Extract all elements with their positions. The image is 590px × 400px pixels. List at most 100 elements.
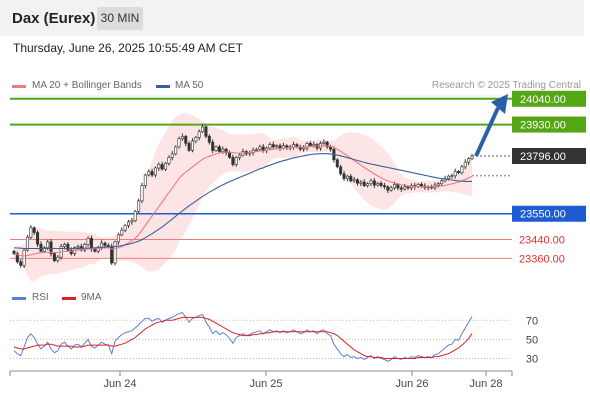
resistance-level-tag: [512, 90, 586, 107]
candle-body: [66, 243, 70, 251]
candle-body: [49, 241, 53, 254]
candle-body: [419, 184, 423, 187]
ma50-line: [13, 153, 472, 250]
candle-body: [56, 256, 60, 261]
candle-body: [143, 174, 147, 186]
candle-body: [312, 144, 316, 146]
x-axis-label: Jun 28: [469, 378, 502, 390]
candle-body: [76, 246, 80, 249]
candle-body: [137, 200, 141, 212]
candle-body: [369, 180, 373, 185]
candle-body: [52, 253, 56, 261]
candle-body: [382, 185, 386, 188]
x-axis-label: Jun 26: [395, 378, 428, 390]
candle-body: [167, 157, 171, 164]
candle-body: [133, 211, 137, 222]
candle-body: [254, 148, 258, 151]
ma20-legend-swatch: [12, 85, 26, 88]
candle-body: [228, 152, 232, 158]
candle-body: [116, 234, 120, 243]
candle-body: [325, 141, 329, 148]
bollinger-band-area: [14, 112, 472, 282]
candle-body: [204, 126, 208, 137]
candle-body: [194, 137, 198, 142]
candle-body: [292, 144, 296, 148]
rsi-legend-swatch: [12, 297, 26, 300]
candle-body: [261, 146, 265, 151]
candle-body: [470, 155, 474, 159]
candle-body: [386, 186, 390, 191]
resistance-level-label: 23930.00: [520, 120, 566, 132]
candle-body: [355, 179, 359, 184]
candle-body: [406, 186, 410, 189]
candle-body: [234, 157, 238, 165]
candle-body: [19, 261, 23, 266]
candle-body: [46, 241, 50, 249]
interval-button[interactable]: 30 MIN: [97, 7, 143, 30]
candle-body: [86, 238, 90, 245]
candle-body: [376, 182, 380, 186]
candle-body: [201, 126, 205, 132]
candle-body: [224, 148, 228, 154]
candle-body: [436, 183, 440, 186]
candle-body: [349, 175, 353, 182]
candle-body: [305, 143, 309, 149]
candle-body: [396, 184, 400, 189]
instrument-title: Dax (Eurex): [12, 10, 96, 27]
candle-body: [453, 171, 457, 177]
candle-body: [184, 136, 188, 144]
candle-body: [150, 171, 154, 176]
candle-body: [164, 162, 168, 170]
candle-body: [187, 143, 191, 151]
candle-body: [39, 243, 43, 252]
candle-body: [123, 225, 127, 231]
candle-body: [389, 187, 393, 191]
last-level-label: 23796.00: [520, 151, 566, 163]
candle-body: [295, 144, 299, 148]
candle-body: [278, 145, 282, 149]
candle-body: [42, 247, 46, 252]
candle-body: [258, 146, 262, 150]
candle-body: [214, 146, 218, 151]
ma9-legend-label: 9MA: [81, 292, 102, 303]
candle-body: [231, 157, 235, 165]
candle-body: [322, 141, 326, 144]
candle-body: [36, 232, 40, 245]
candle-body: [32, 227, 36, 233]
candle-body: [339, 166, 343, 175]
candle-body: [147, 171, 151, 176]
candle-body: [89, 238, 93, 250]
ma50-legend-swatch: [156, 85, 170, 88]
resistance-level-label: 24040.00: [520, 94, 566, 106]
candle-body: [345, 175, 349, 179]
candle-body: [362, 181, 366, 186]
candle-body: [69, 249, 73, 254]
candle-body: [180, 136, 184, 139]
candle-body: [157, 164, 161, 169]
candle-body: [467, 158, 471, 163]
support-level-tag: [512, 205, 586, 222]
candle-body: [170, 153, 174, 158]
candle-body: [63, 243, 67, 247]
candle-body: [160, 164, 164, 170]
x-axis-label: Jun 25: [249, 378, 282, 390]
candle-body: [140, 185, 144, 202]
ma20-line: [13, 145, 473, 257]
candle-body: [457, 171, 461, 173]
candle-body: [393, 184, 397, 189]
candle-body: [366, 183, 370, 186]
forecast-arrow-shaft: [474, 107, 500, 157]
candle-body: [83, 243, 87, 251]
candle-body: [450, 175, 454, 178]
rsi-tick-label: 70: [526, 315, 538, 327]
candle-body: [460, 166, 464, 173]
candle-body: [352, 179, 356, 182]
candle-body: [29, 227, 33, 238]
forecast-arrow-head: [491, 93, 508, 114]
ma20-legend-label: MA 20 + Bollinger Bands: [32, 80, 142, 91]
rsi-tick-label: 50: [526, 334, 538, 346]
candle-body: [211, 141, 215, 151]
candle-body: [238, 154, 242, 158]
support-level-label: 23550.00: [520, 209, 566, 221]
x-axis-label: Jun 24: [103, 378, 136, 390]
